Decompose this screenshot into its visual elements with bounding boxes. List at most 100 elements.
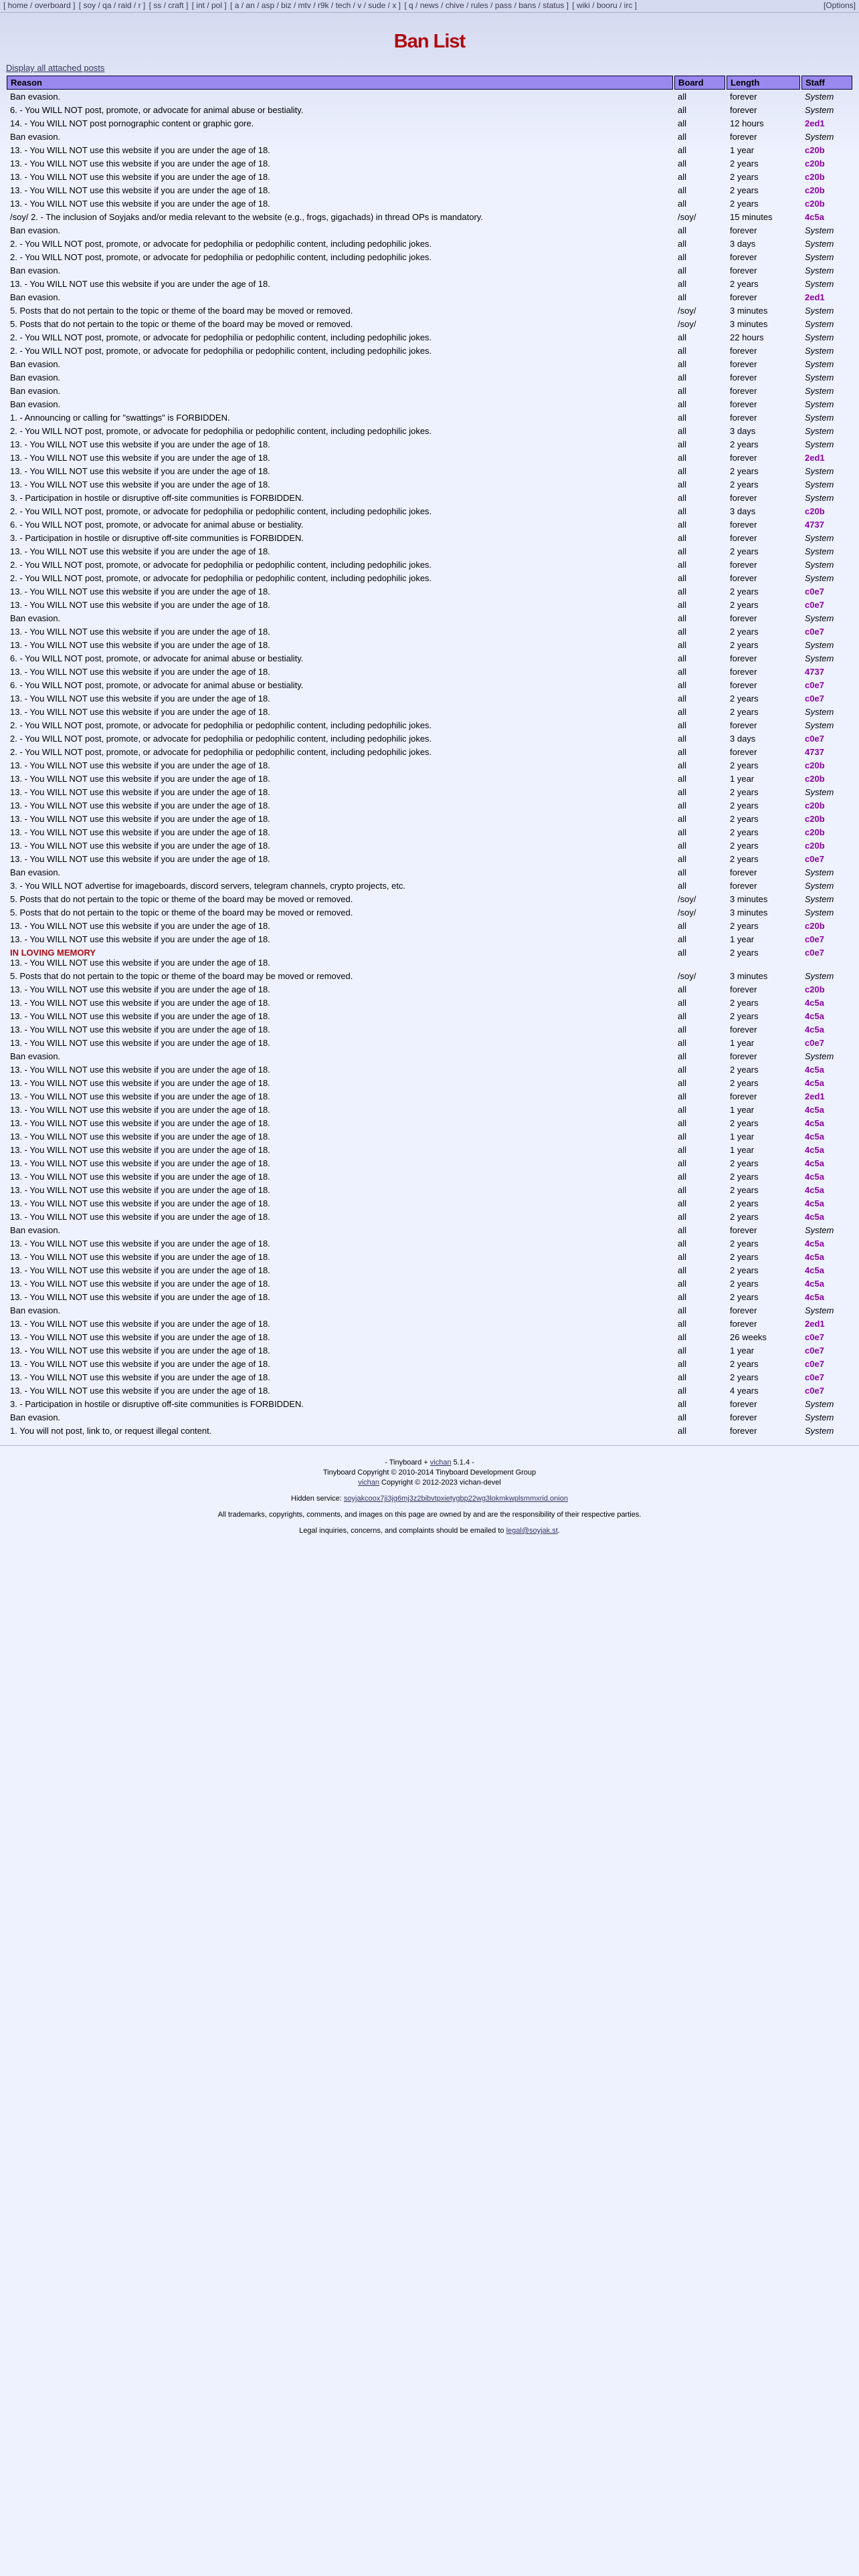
staff-link[interactable]: 4c5a [805, 212, 824, 222]
nav-link-v[interactable]: v [357, 1, 362, 10]
staff-link[interactable]: c0e7 [805, 1386, 824, 1396]
nav-link-pass[interactable]: pass [494, 1, 512, 10]
staff-link[interactable]: c20b [805, 158, 825, 169]
nav-link-rules[interactable]: rules [470, 1, 488, 10]
nav-link-overboard[interactable]: overboard [34, 1, 71, 10]
nav-link-mtv[interactable]: mtv [298, 1, 311, 10]
nav-link-int[interactable]: int [196, 1, 205, 10]
nav-link-raid[interactable]: raid [118, 1, 132, 10]
staff-link[interactable]: 2ed1 [805, 1319, 825, 1329]
nav-link-qa[interactable]: qa [102, 1, 112, 10]
staff-link[interactable]: c0e7 [805, 680, 824, 690]
staff-link[interactable]: 4c5a [805, 1011, 824, 1021]
nav-link-r9k[interactable]: r9k [317, 1, 329, 10]
length-cell: 2 years [730, 185, 759, 195]
nav-link-biz[interactable]: biz [281, 1, 292, 10]
staff-link[interactable]: c0e7 [805, 1359, 824, 1369]
staff-link[interactable]: 4c5a [805, 1172, 824, 1182]
vichan-copyright-link[interactable]: vichan [358, 1479, 379, 1487]
staff-link[interactable]: c0e7 [805, 934, 824, 944]
nav-link-sude[interactable]: sude [368, 1, 386, 10]
onion-address-link[interactable]: soyjakcoox7ji3jg6mj3z2bibvtpxietygbp22wg… [343, 1495, 568, 1503]
reason-cell: Ban evasion. [7, 90, 673, 103]
nav-link-news[interactable]: news [419, 1, 439, 10]
nav-link-pol[interactable]: pol [211, 1, 223, 10]
staff-link[interactable]: 4c5a [805, 1132, 824, 1142]
staff-link[interactable]: c20b [805, 841, 825, 851]
staff-link[interactable]: 2ed1 [805, 292, 825, 302]
staff-link[interactable]: 4737 [805, 520, 824, 530]
legal-email-link[interactable]: legal@soyjak.st [506, 1527, 558, 1535]
staff-link[interactable]: c0e7 [805, 1346, 824, 1356]
staff-link[interactable]: c20b [805, 774, 825, 784]
staff-link[interactable]: c20b [805, 827, 825, 837]
staff-link[interactable]: c0e7 [805, 1038, 824, 1048]
staff-link[interactable]: c0e7 [805, 627, 824, 637]
nav-link-tech[interactable]: tech [335, 1, 351, 10]
staff-link[interactable]: 4c5a [805, 1279, 824, 1289]
staff-link[interactable]: c20b [805, 199, 825, 209]
staff-link[interactable]: 4c5a [805, 1105, 824, 1115]
nav-link-soy[interactable]: soy [83, 1, 96, 10]
staff-link[interactable]: c20b [805, 984, 825, 994]
staff-link[interactable]: c20b [805, 814, 825, 824]
nav-link-irc[interactable]: irc [624, 1, 633, 10]
nav-link-status[interactable]: status [543, 1, 565, 10]
staff-link[interactable]: c20b [805, 506, 825, 516]
staff-link[interactable]: 4c5a [805, 1265, 824, 1275]
reason-cell: 13. - You WILL NOT use this website if y… [7, 197, 673, 210]
staff-link[interactable]: c20b [805, 760, 825, 770]
staff-link[interactable]: 4737 [805, 747, 824, 757]
length-cell: 2 years [730, 172, 759, 182]
nav-link-asp[interactable]: asp [261, 1, 275, 10]
nav-link-wiki[interactable]: wiki [576, 1, 590, 10]
staff-link[interactable]: 4c5a [805, 1145, 824, 1155]
staff-link[interactable]: c0e7 [805, 948, 824, 958]
staff-link[interactable]: 4c5a [805, 1239, 824, 1249]
options-button[interactable]: [Options] [823, 1, 856, 10]
reason-cell: 13. - You WILL NOT use this website if y… [7, 1290, 673, 1303]
staff-link[interactable]: c20b [805, 921, 825, 931]
nav-link-a[interactable]: a [234, 1, 240, 10]
staff-link[interactable]: c20b [805, 185, 825, 195]
staff-link[interactable]: 2ed1 [805, 118, 825, 128]
staff-cell: c0e7 [801, 1330, 852, 1344]
staff-link[interactable]: c0e7 [805, 600, 824, 610]
staff-link[interactable]: 4c5a [805, 1252, 824, 1262]
staff-link[interactable]: c0e7 [805, 693, 824, 704]
nav-link-chive[interactable]: chive [445, 1, 464, 10]
staff-link[interactable]: c20b [805, 800, 825, 811]
staff-link[interactable]: 4c5a [805, 1185, 824, 1195]
staff-link[interactable]: 4c5a [805, 1118, 824, 1128]
staff-link[interactable]: c0e7 [805, 734, 824, 744]
nav-link-an[interactable]: an [246, 1, 255, 10]
staff-link[interactable]: 4c5a [805, 1158, 824, 1168]
staff-link[interactable]: c0e7 [805, 854, 824, 864]
staff-link[interactable]: 4c5a [805, 1078, 824, 1088]
nav-link-home[interactable]: home [7, 1, 28, 10]
staff-link[interactable]: 4c5a [805, 1292, 824, 1302]
staff-link[interactable]: c0e7 [805, 1332, 824, 1342]
staff-link[interactable]: c20b [805, 172, 825, 182]
nav-link-craft[interactable]: craft [168, 1, 184, 10]
nav-link-booru[interactable]: booru [596, 1, 617, 10]
staff-link[interactable]: c20b [805, 145, 825, 155]
staff-link[interactable]: 4c5a [805, 1025, 824, 1035]
staff-link[interactable]: 4c5a [805, 1212, 824, 1222]
staff-link[interactable]: 4737 [805, 667, 824, 677]
nav-link-r[interactable]: r [138, 1, 141, 10]
staff-link[interactable]: 4c5a [805, 1065, 824, 1075]
staff-link[interactable]: 2ed1 [805, 453, 825, 463]
nav-link-x[interactable]: x [392, 1, 397, 10]
vichan-link[interactable]: vichan [430, 1459, 452, 1467]
staff-link[interactable]: 4c5a [805, 998, 824, 1008]
staff-link[interactable]: 2ed1 [805, 1091, 825, 1101]
display-attached-posts-link[interactable]: Display all attached posts [6, 63, 105, 73]
nav-link-ss[interactable]: ss [153, 1, 162, 10]
staff-link[interactable]: c0e7 [805, 586, 824, 597]
board-cell: all [678, 386, 687, 396]
staff-link[interactable]: c0e7 [805, 1372, 824, 1382]
nav-link-q[interactable]: q [409, 1, 413, 10]
staff-link[interactable]: 4c5a [805, 1198, 824, 1208]
nav-link-bans[interactable]: bans [518, 1, 537, 10]
